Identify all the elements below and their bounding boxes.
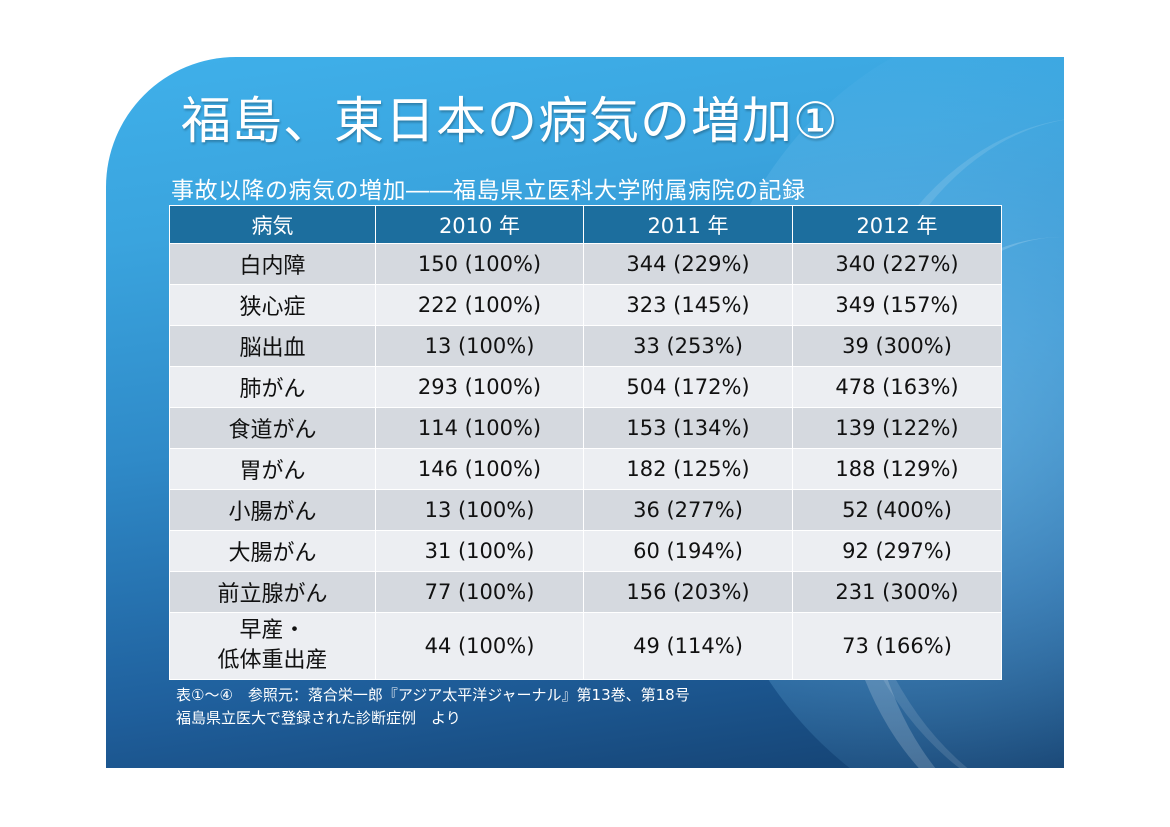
cell-2012: 231 (300%) (793, 572, 1002, 613)
cell-2011: 49 (114%) (584, 613, 793, 680)
disease-name: 小腸がん (170, 490, 376, 531)
header-2011: 2011 年 (584, 206, 793, 244)
disease-name: 胃がん (170, 449, 376, 490)
cell-2011: 153 (134%) (584, 408, 793, 449)
disease-name: 前立腺がん (170, 572, 376, 613)
table-row: 肺がん 293 (100%) 504 (172%) 478 (163%) (170, 367, 1002, 408)
cell-2012: 52 (400%) (793, 490, 1002, 531)
cell-2011: 182 (125%) (584, 449, 793, 490)
table-header-row: 病気 2010 年 2011 年 2012 年 (170, 206, 1002, 244)
disease-name-line1: 早産・ (170, 616, 375, 646)
cell-2011: 344 (229%) (584, 244, 793, 285)
cell-2011: 36 (277%) (584, 490, 793, 531)
disease-name: 脳出血 (170, 326, 376, 367)
cell-2010: 146 (100%) (376, 449, 584, 490)
slide: 福島、東日本の病気の増加① 事故以降の病気の増加――福島県立医科大学附属病院の記… (106, 57, 1064, 768)
table-row: 白内障 150 (100%) 344 (229%) 340 (227%) (170, 244, 1002, 285)
cell-2010: 44 (100%) (376, 613, 584, 680)
cell-2012: 188 (129%) (793, 449, 1002, 490)
disease-name-line2: 低体重出産 (170, 646, 375, 676)
cell-2012: 349 (157%) (793, 285, 1002, 326)
table-row: 脳出血 13 (100%) 33 (253%) 39 (300%) (170, 326, 1002, 367)
cell-2010: 222 (100%) (376, 285, 584, 326)
cell-2011: 156 (203%) (584, 572, 793, 613)
source-footnote: 表①～④ 参照元：落合栄一郎『アジア太平洋ジャーナル』第13巻、第18号 福島県… (176, 684, 690, 730)
cell-2012: 73 (166%) (793, 613, 1002, 680)
cell-2010: 13 (100%) (376, 326, 584, 367)
cell-2010: 114 (100%) (376, 408, 584, 449)
header-2010: 2010 年 (376, 206, 584, 244)
disease-name: 早産・ 低体重出産 (170, 613, 376, 680)
slide-title: 福島、東日本の病気の増加① (181, 81, 839, 153)
table-row: 胃がん 146 (100%) 182 (125%) 188 (129%) (170, 449, 1002, 490)
cell-2011: 33 (253%) (584, 326, 793, 367)
table-row: 前立腺がん 77 (100%) 156 (203%) 231 (300%) (170, 572, 1002, 613)
disease-name: 肺がん (170, 367, 376, 408)
header-disease: 病気 (170, 206, 376, 244)
cell-2010: 150 (100%) (376, 244, 584, 285)
cell-2012: 340 (227%) (793, 244, 1002, 285)
table-row: 大腸がん 31 (100%) 60 (194%) 92 (297%) (170, 531, 1002, 572)
cell-2011: 323 (145%) (584, 285, 793, 326)
cell-2011: 60 (194%) (584, 531, 793, 572)
table-row: 狭心症 222 (100%) 323 (145%) 349 (157%) (170, 285, 1002, 326)
cell-2012: 478 (163%) (793, 367, 1002, 408)
disease-name: 大腸がん (170, 531, 376, 572)
disease-name: 白内障 (170, 244, 376, 285)
cell-2012: 139 (122%) (793, 408, 1002, 449)
header-2012: 2012 年 (793, 206, 1002, 244)
cell-2010: 31 (100%) (376, 531, 584, 572)
table-row: 食道がん 114 (100%) 153 (134%) 139 (122%) (170, 408, 1002, 449)
cell-2012: 92 (297%) (793, 531, 1002, 572)
cell-2010: 77 (100%) (376, 572, 584, 613)
cell-2010: 13 (100%) (376, 490, 584, 531)
disease-name: 狭心症 (170, 285, 376, 326)
cell-2010: 293 (100%) (376, 367, 584, 408)
table-row: 早産・ 低体重出産 44 (100%) 49 (114%) 73 (166%) (170, 613, 1002, 680)
table-subtitle: 事故以降の病気の増加――福島県立医科大学附属病院の記録 (171, 171, 806, 205)
table-row: 小腸がん 13 (100%) 36 (277%) 52 (400%) (170, 490, 1002, 531)
cell-2011: 504 (172%) (584, 367, 793, 408)
cell-2012: 39 (300%) (793, 326, 1002, 367)
footnote-line1: 表①～④ 参照元：落合栄一郎『アジア太平洋ジャーナル』第13巻、第18号 (176, 684, 690, 707)
footnote-line2: 福島県立医大で登録された診断症例 より (176, 707, 690, 730)
disease-table: 病気 2010 年 2011 年 2012 年 白内障 150 (100%) 3… (169, 205, 1002, 680)
disease-name: 食道がん (170, 408, 376, 449)
